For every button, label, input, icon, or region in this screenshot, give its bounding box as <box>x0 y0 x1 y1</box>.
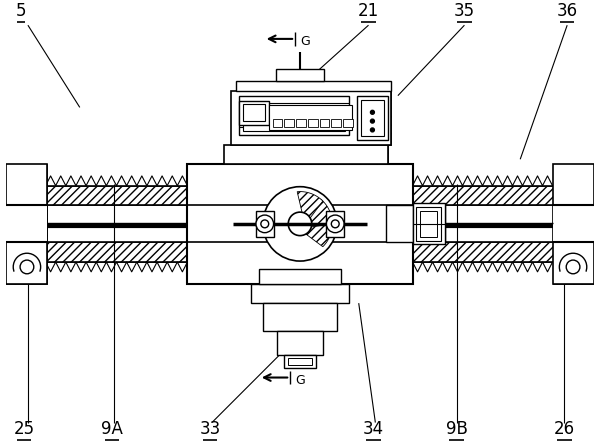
Bar <box>284 355 316 368</box>
Bar <box>416 207 441 241</box>
Bar <box>7 205 47 242</box>
Bar <box>187 164 413 284</box>
Polygon shape <box>310 199 332 227</box>
Text: 5: 5 <box>16 2 26 20</box>
Bar <box>232 91 391 145</box>
Bar <box>320 119 329 127</box>
Bar <box>263 303 337 331</box>
Polygon shape <box>46 242 187 262</box>
Polygon shape <box>277 331 323 355</box>
Bar <box>275 69 325 81</box>
Polygon shape <box>553 164 593 284</box>
Polygon shape <box>224 145 388 164</box>
Bar <box>296 119 306 127</box>
Bar <box>421 211 437 237</box>
Circle shape <box>559 253 587 280</box>
Polygon shape <box>297 192 323 218</box>
Bar <box>239 100 269 125</box>
Bar <box>256 211 274 237</box>
Bar <box>272 119 283 127</box>
Circle shape <box>263 187 337 261</box>
Polygon shape <box>187 242 413 284</box>
Text: 9A: 9A <box>101 420 123 438</box>
Polygon shape <box>413 186 553 205</box>
Polygon shape <box>232 91 391 145</box>
Bar <box>361 99 384 136</box>
Bar <box>251 284 349 303</box>
Circle shape <box>288 212 312 236</box>
Bar <box>269 105 352 130</box>
Circle shape <box>331 220 339 228</box>
Polygon shape <box>7 164 47 284</box>
Bar <box>553 164 593 284</box>
Circle shape <box>566 260 580 274</box>
Circle shape <box>256 215 274 233</box>
Circle shape <box>370 119 374 123</box>
Circle shape <box>13 253 41 280</box>
Bar <box>224 145 388 164</box>
Bar <box>308 119 317 127</box>
Bar <box>236 81 391 91</box>
Bar <box>357 96 388 140</box>
Text: 26: 26 <box>554 420 575 438</box>
Text: 34: 34 <box>363 420 384 438</box>
Bar <box>288 358 312 365</box>
Bar <box>243 104 265 121</box>
Bar <box>386 205 413 242</box>
Bar <box>331 119 341 127</box>
Text: 36: 36 <box>557 2 578 20</box>
Text: 21: 21 <box>358 2 379 20</box>
Bar <box>277 331 323 355</box>
Polygon shape <box>187 164 413 205</box>
Polygon shape <box>251 284 349 303</box>
Text: G: G <box>300 35 310 48</box>
Polygon shape <box>46 186 187 205</box>
Bar <box>343 119 353 127</box>
Polygon shape <box>413 242 553 262</box>
Circle shape <box>326 215 344 233</box>
Circle shape <box>370 128 374 132</box>
Polygon shape <box>259 269 341 284</box>
Circle shape <box>20 260 34 274</box>
Text: 25: 25 <box>13 420 35 438</box>
Bar <box>239 96 349 135</box>
Bar <box>259 269 341 284</box>
Bar <box>7 164 47 284</box>
Circle shape <box>261 220 269 228</box>
Bar <box>326 211 344 237</box>
Text: 33: 33 <box>199 420 221 438</box>
Text: 35: 35 <box>454 2 475 20</box>
Bar <box>284 119 294 127</box>
Text: G: G <box>295 374 305 387</box>
Bar <box>243 117 345 131</box>
Bar <box>413 203 445 245</box>
Bar <box>553 205 593 242</box>
Polygon shape <box>263 303 337 331</box>
Circle shape <box>370 110 374 114</box>
Text: 9B: 9B <box>446 420 467 438</box>
Polygon shape <box>306 221 332 247</box>
